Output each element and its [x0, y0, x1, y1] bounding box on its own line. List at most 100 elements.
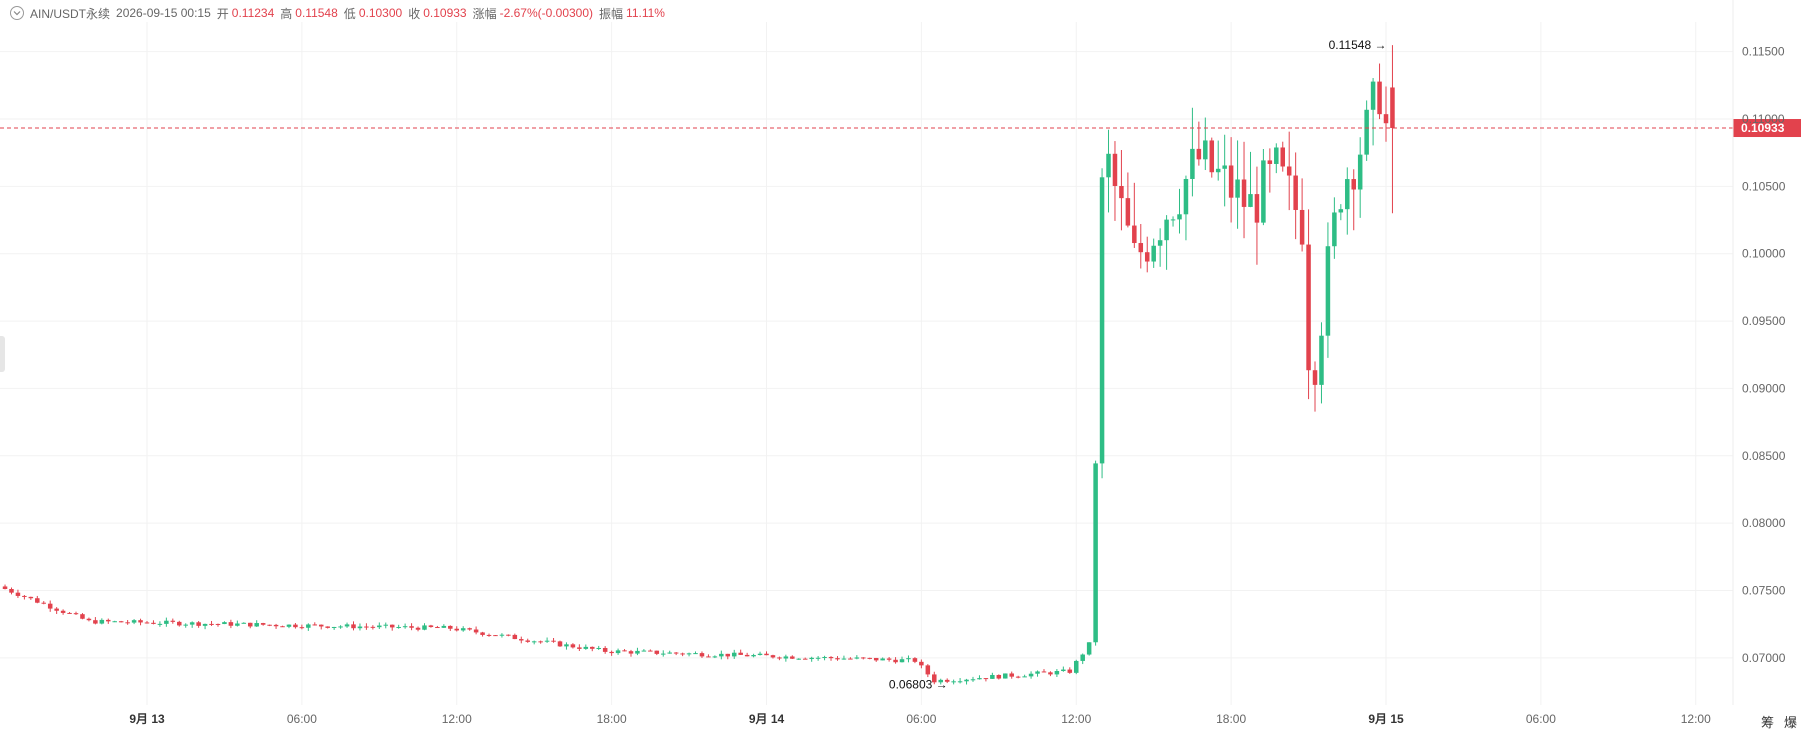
candle-body: [1338, 209, 1344, 213]
candle: [389, 624, 395, 631]
candle-datetime: 2026-09-15 00:15: [116, 6, 211, 20]
chip-distribution-button[interactable]: 筹: [1760, 715, 1774, 730]
candle: [467, 627, 472, 631]
candle: [790, 655, 795, 660]
collapse-toggle-button[interactable]: [10, 6, 24, 20]
time-tick-label: 9月 15: [1368, 712, 1404, 726]
candle: [990, 672, 995, 679]
candle-body: [480, 632, 485, 635]
candle-body: [802, 658, 808, 660]
candle: [731, 649, 737, 659]
candle: [318, 624, 324, 630]
candle-body: [338, 626, 343, 628]
candle: [131, 619, 137, 625]
candle-body: [189, 622, 195, 625]
candle: [260, 622, 266, 626]
candle: [1215, 140, 1221, 181]
candle: [641, 649, 647, 652]
candle-body: [144, 622, 150, 624]
candle-body: [177, 621, 182, 626]
candle-body: [1144, 252, 1150, 262]
candle: [370, 625, 376, 630]
candle-body: [1222, 165, 1227, 169]
candle-body: [344, 624, 350, 627]
candle-body: [744, 654, 750, 657]
candle: [460, 626, 466, 632]
candle-body: [157, 623, 163, 625]
candle-body: [467, 628, 472, 630]
candle-body: [1009, 673, 1014, 677]
candle-body: [454, 628, 460, 631]
candle-body: [919, 661, 924, 666]
open-value: 0.11234: [231, 6, 275, 20]
candle-body: [422, 625, 427, 630]
candle: [867, 657, 873, 660]
liquidation-button[interactable]: 爆: [1783, 715, 1797, 730]
candle-body: [435, 627, 440, 629]
candle: [241, 622, 247, 624]
candle: [654, 650, 660, 656]
candle: [628, 649, 634, 657]
candle-body: [1054, 671, 1060, 675]
symbol-name[interactable]: AIN/USDT永续: [30, 6, 111, 21]
candle-body: [1035, 671, 1040, 674]
candle: [519, 636, 524, 644]
candle: [1073, 659, 1079, 675]
candle-body: [241, 622, 247, 624]
candle-body: [757, 653, 763, 656]
candle-body: [1299, 209, 1305, 245]
candle-body: [370, 626, 376, 628]
candle: [1319, 322, 1324, 404]
candle-body: [86, 618, 92, 621]
candle: [602, 646, 608, 654]
candle-body: [512, 634, 518, 640]
candle-body: [970, 679, 976, 681]
candle: [293, 623, 298, 629]
candle: [551, 637, 556, 643]
candle: [925, 664, 931, 678]
candle-body: [1377, 81, 1382, 115]
high-value: 0.11548: [295, 6, 338, 20]
candle: [170, 618, 176, 624]
candle-body: [983, 678, 989, 680]
candle: [1338, 204, 1344, 221]
price-axis[interactable]: 0.11500 0.11000 0.10500 0.10000 0.09500 0.090…: [1732, 0, 1786, 705]
candle-body: [990, 674, 995, 679]
candle-body: [880, 658, 885, 661]
candle: [1235, 140, 1240, 229]
side-panel-toggle[interactable]: [0, 336, 5, 372]
candle: [112, 620, 117, 623]
candle-body: [396, 626, 401, 628]
candle: [886, 657, 892, 662]
time-axis[interactable]: 9月 13 06:00 12:00 18:00 9月 14 06:00 12:00 18:00…: [129, 712, 1711, 726]
candle-body: [202, 623, 208, 626]
candle-body: [1261, 160, 1266, 223]
candle: [383, 622, 389, 629]
candle-body: [409, 626, 414, 628]
candle-body: [725, 653, 731, 657]
time-tick-label: 12:00: [1061, 712, 1091, 726]
candle-body: [389, 624, 395, 628]
candle-body: [861, 657, 866, 659]
time-tick-label: 18:00: [1216, 712, 1246, 726]
candle: [189, 621, 195, 628]
candle: [970, 676, 976, 682]
candle: [1306, 209, 1311, 400]
candle-body: [1048, 672, 1053, 675]
candle: [848, 657, 853, 660]
candle-body: [473, 629, 479, 633]
candle: [906, 655, 911, 663]
candle-body: [1003, 673, 1008, 679]
candle: [1106, 129, 1111, 213]
time-tick-label: 06:00: [287, 712, 317, 726]
candle: [1209, 137, 1215, 178]
candle: [306, 623, 311, 631]
candle-body: [222, 622, 227, 625]
candle-body: [906, 658, 911, 660]
grid-lines: [0, 22, 1733, 705]
candle-body: [686, 653, 692, 655]
candle-body: [570, 644, 576, 648]
candle-body: [1209, 140, 1215, 173]
candle: [86, 617, 92, 622]
